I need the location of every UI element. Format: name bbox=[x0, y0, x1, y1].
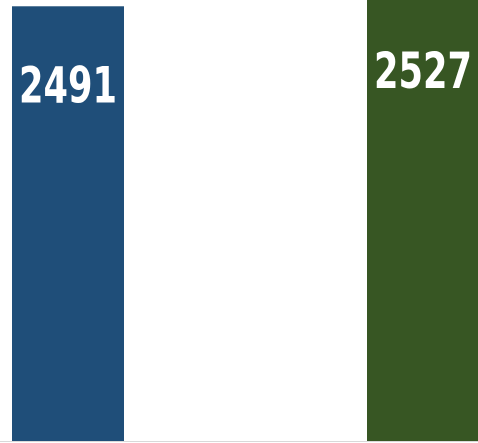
data-label-1: 2491 bbox=[19, 56, 117, 114]
bars-group bbox=[12, 0, 478, 441]
bar-2 bbox=[367, 0, 478, 441]
data-label-2: 2527 bbox=[374, 42, 472, 100]
data-labels-group: 2491 2527 bbox=[19, 42, 472, 114]
bar-1 bbox=[12, 6, 124, 441]
